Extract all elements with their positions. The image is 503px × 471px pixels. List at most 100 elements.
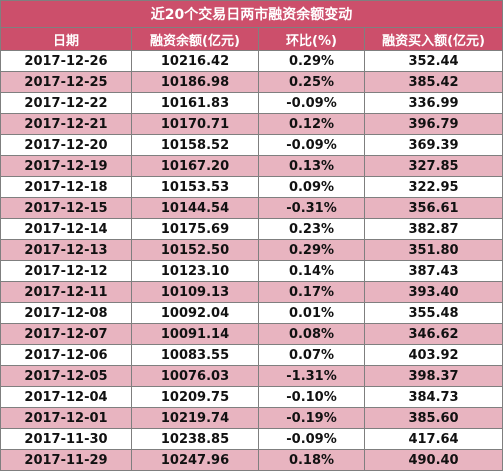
table-row: 2017-12-04 10209.75 -0.10% 384.73 — [0, 386, 503, 408]
cell-financing-balance: 10161.83 — [131, 92, 259, 114]
cell-date: 2017-12-08 — [0, 302, 132, 324]
table-row: 2017-12-05 10076.03 -1.31% 398.37 — [0, 365, 503, 387]
cell-financing-buy: 396.79 — [363, 113, 503, 135]
cell-financing-balance: 10144.54 — [131, 197, 259, 219]
cell-financing-balance: 10216.42 — [131, 50, 259, 72]
cell-date: 2017-12-04 — [0, 386, 132, 408]
cell-financing-balance: 10247.96 — [131, 449, 259, 471]
cell-financing-buy: 385.42 — [363, 71, 503, 93]
cell-financing-balance: 10186.98 — [131, 71, 259, 93]
table-row: 2017-12-06 10083.55 0.07% 403.92 — [0, 344, 503, 366]
cell-change-pct: -0.09% — [258, 428, 365, 450]
cell-date: 2017-12-06 — [0, 344, 132, 366]
cell-financing-balance: 10109.13 — [131, 281, 259, 303]
table-row: 2017-11-30 10238.85 -0.09% 417.64 — [0, 428, 503, 450]
table-row: 2017-12-14 10175.69 0.23% 382.87 — [0, 218, 503, 240]
table-header-row: 日期 融资余额(亿元) 环比(%) 融资买入额(亿元) — [0, 27, 503, 51]
header-financing-balance: 融资余额(亿元) — [131, 27, 259, 51]
cell-financing-buy: 385.60 — [363, 407, 503, 429]
table-row: 2017-12-20 10158.52 -0.09% 369.39 — [0, 134, 503, 156]
cell-financing-buy: 352.44 — [363, 50, 503, 72]
cell-change-pct: -0.09% — [258, 134, 365, 156]
cell-date: 2017-12-15 — [0, 197, 132, 219]
cell-date: 2017-12-07 — [0, 323, 132, 345]
cell-change-pct: 0.14% — [258, 260, 365, 282]
cell-date: 2017-12-22 — [0, 92, 132, 114]
cell-change-pct: -0.19% — [258, 407, 365, 429]
table-row: 2017-12-07 10091.14 0.08% 346.62 — [0, 323, 503, 345]
cell-financing-balance: 10091.14 — [131, 323, 259, 345]
table-row: 2017-12-08 10092.04 0.01% 355.48 — [0, 302, 503, 324]
cell-date: 2017-12-21 — [0, 113, 132, 135]
cell-change-pct: 0.01% — [258, 302, 365, 324]
cell-financing-balance: 10123.10 — [131, 260, 259, 282]
table-title-row: 近20个交易日两市融资余额变动 — [0, 0, 503, 28]
cell-financing-buy: 351.80 — [363, 239, 503, 261]
cell-financing-buy: 356.61 — [363, 197, 503, 219]
cell-change-pct: 0.23% — [258, 218, 365, 240]
cell-financing-buy: 490.40 — [363, 449, 503, 471]
table-row: 2017-12-25 10186.98 0.25% 385.42 — [0, 71, 503, 93]
cell-change-pct: -0.31% — [258, 197, 365, 219]
cell-financing-buy: 403.92 — [363, 344, 503, 366]
cell-change-pct: 0.29% — [258, 50, 365, 72]
cell-financing-balance: 10076.03 — [131, 365, 259, 387]
cell-change-pct: 0.12% — [258, 113, 365, 135]
cell-date: 2017-12-18 — [0, 176, 132, 198]
cell-date: 2017-12-11 — [0, 281, 132, 303]
cell-financing-buy: 327.85 — [363, 155, 503, 177]
cell-date: 2017-12-01 — [0, 407, 132, 429]
cell-financing-buy: 384.73 — [363, 386, 503, 408]
cell-change-pct: 0.07% — [258, 344, 365, 366]
cell-date: 2017-12-25 — [0, 71, 132, 93]
cell-date: 2017-12-13 — [0, 239, 132, 261]
cell-date: 2017-11-30 — [0, 428, 132, 450]
cell-financing-balance: 10152.50 — [131, 239, 259, 261]
cell-change-pct: 0.17% — [258, 281, 365, 303]
cell-date: 2017-12-05 — [0, 365, 132, 387]
cell-financing-balance: 10175.69 — [131, 218, 259, 240]
table-row: 2017-12-11 10109.13 0.17% 393.40 — [0, 281, 503, 303]
cell-financing-balance: 10092.04 — [131, 302, 259, 324]
cell-change-pct: 0.25% — [258, 71, 365, 93]
cell-change-pct: 0.09% — [258, 176, 365, 198]
cell-change-pct: -0.10% — [258, 386, 365, 408]
table-row: 2017-12-18 10153.53 0.09% 322.95 — [0, 176, 503, 198]
header-date: 日期 — [0, 27, 132, 51]
cell-change-pct: 0.18% — [258, 449, 365, 471]
table-row: 2017-12-01 10219.74 -0.19% 385.60 — [0, 407, 503, 429]
cell-financing-balance: 10153.53 — [131, 176, 259, 198]
table-row: 2017-12-15 10144.54 -0.31% 356.61 — [0, 197, 503, 219]
cell-financing-buy: 336.99 — [363, 92, 503, 114]
table-row: 2017-12-21 10170.71 0.12% 396.79 — [0, 113, 503, 135]
header-financing-buy: 融资买入额(亿元) — [363, 27, 503, 51]
cell-financing-balance: 10238.85 — [131, 428, 259, 450]
cell-date: 2017-12-14 — [0, 218, 132, 240]
table-row: 2017-12-19 10167.20 0.13% 327.85 — [0, 155, 503, 177]
cell-date: 2017-11-29 — [0, 449, 132, 471]
cell-financing-balance: 10170.71 — [131, 113, 259, 135]
cell-financing-buy: 382.87 — [363, 218, 503, 240]
cell-change-pct: -0.09% — [258, 92, 365, 114]
cell-financing-balance: 10158.52 — [131, 134, 259, 156]
cell-date: 2017-12-26 — [0, 50, 132, 72]
cell-financing-buy: 355.48 — [363, 302, 503, 324]
table-row: 2017-12-26 10216.42 0.29% 352.44 — [0, 50, 503, 72]
cell-financing-buy: 417.64 — [363, 428, 503, 450]
cell-financing-buy: 346.62 — [363, 323, 503, 345]
cell-financing-balance: 10209.75 — [131, 386, 259, 408]
table-row: 2017-12-13 10152.50 0.29% 351.80 — [0, 239, 503, 261]
cell-change-pct: 0.13% — [258, 155, 365, 177]
cell-financing-buy: 387.43 — [363, 260, 503, 282]
cell-financing-buy: 398.37 — [363, 365, 503, 387]
cell-financing-balance: 10167.20 — [131, 155, 259, 177]
cell-financing-balance: 10219.74 — [131, 407, 259, 429]
table-row: 2017-11-29 10247.96 0.18% 490.40 — [0, 449, 503, 471]
cell-change-pct: -1.31% — [258, 365, 365, 387]
cell-financing-buy: 369.39 — [363, 134, 503, 156]
cell-financing-buy: 322.95 — [363, 176, 503, 198]
cell-financing-balance: 10083.55 — [131, 344, 259, 366]
cell-change-pct: 0.29% — [258, 239, 365, 261]
